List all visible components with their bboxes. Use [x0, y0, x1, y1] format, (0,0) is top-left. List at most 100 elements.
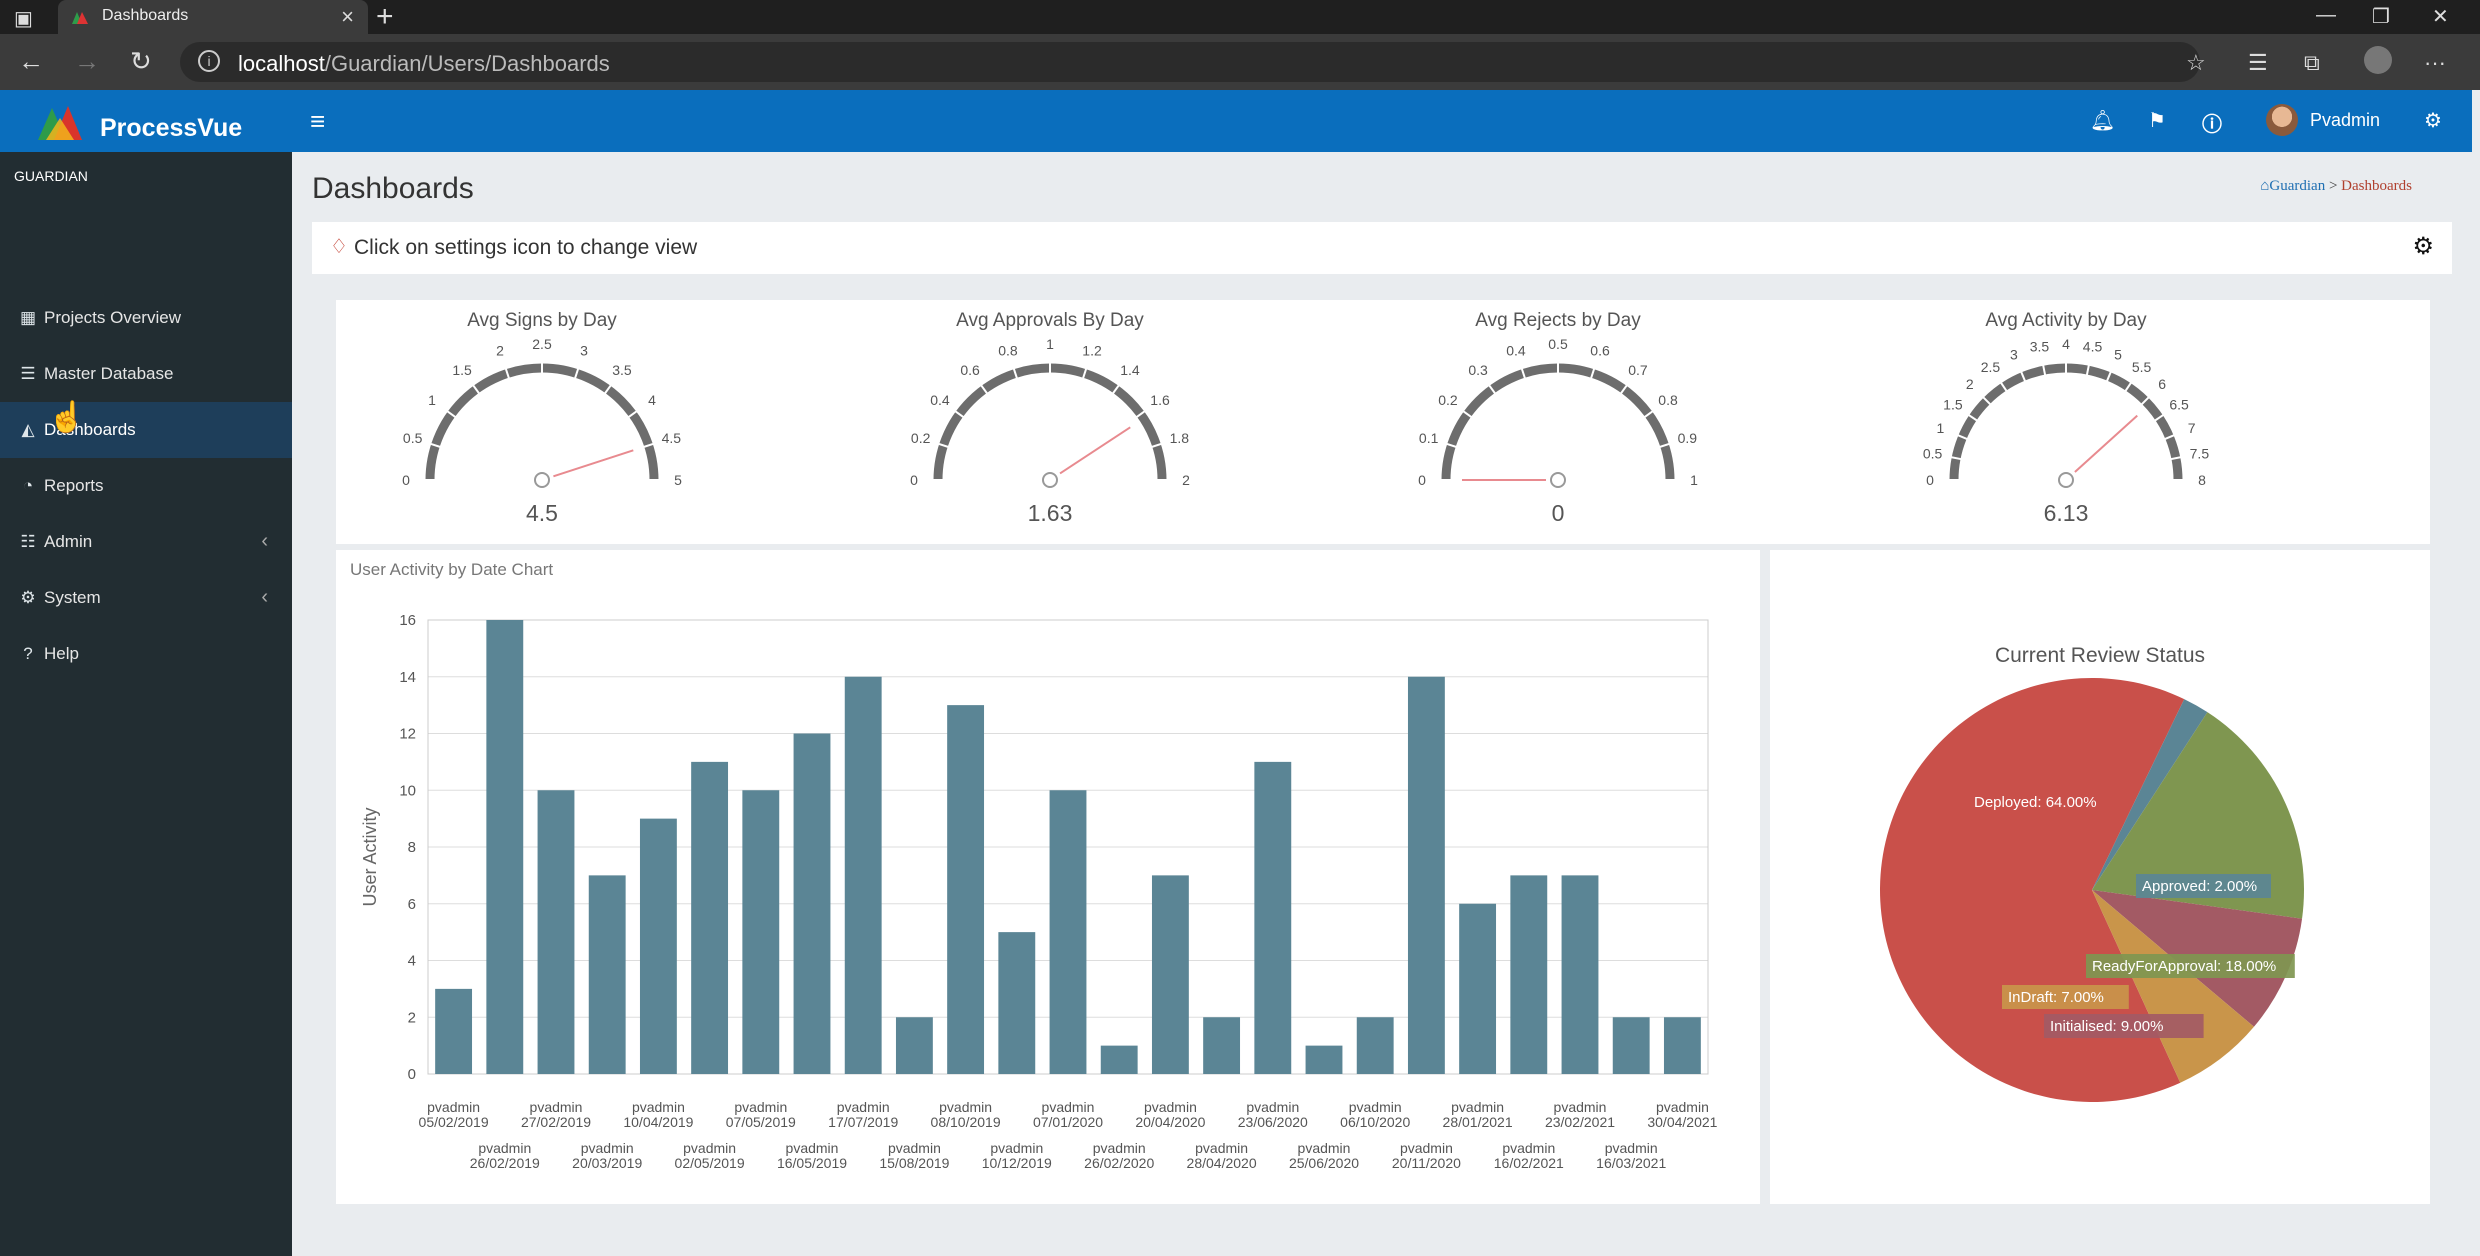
x-tick-label: 08/10/2019 — [931, 1114, 1001, 1130]
bar[interactable] — [1561, 875, 1599, 1074]
tab-close-icon[interactable]: × — [341, 4, 354, 29]
gauge-tick — [445, 409, 457, 419]
y-axis-label: User Activity — [360, 807, 380, 906]
bar[interactable] — [1049, 790, 1087, 1074]
bar[interactable] — [895, 1017, 933, 1074]
bar[interactable] — [1510, 875, 1548, 1074]
pie-slice[interactable] — [2092, 712, 2304, 919]
gauge-dial: 0 0.5 1 1.52 2.5 3 3.5 4 4.5 5 5.5 66.5 7 7.5 8 — [1923, 336, 2210, 488]
notifications-bell-icon[interactable]: 🔔︎ — [2090, 110, 2116, 132]
info-icon[interactable]: ⓘ — [2202, 114, 2222, 136]
sidebar-item-admin[interactable]: ☷ Admin ‹ — [0, 514, 292, 570]
collections-icon[interactable]: ⧉ — [2304, 50, 2320, 75]
minimize-icon[interactable]: — — [2316, 4, 2336, 26]
bar[interactable] — [1663, 1017, 1701, 1074]
flag-icon[interactable]: ⚑ — [2148, 110, 2166, 132]
gauge-tick — [1619, 383, 1629, 395]
gauge-tick-label: 4.5 — [2083, 339, 2103, 355]
sidebar-item-reports[interactable]: ◔ Reports — [0, 458, 292, 514]
url-host: localhost — [238, 51, 325, 76]
bar[interactable] — [486, 620, 524, 1074]
y-tick-label: 4 — [408, 953, 416, 970]
gauge-tick-label: 7.5 — [2190, 445, 2210, 461]
brand-logo[interactable]: ProcessVue — [0, 90, 292, 152]
x-tick-label: pvadmin — [530, 1099, 583, 1115]
sidebar-item-master-database[interactable]: ☰ Master Database — [0, 346, 292, 402]
sidebar-item-label: Admin — [44, 532, 93, 551]
bar[interactable] — [537, 790, 575, 1074]
pie-slice[interactable] — [2092, 890, 2254, 1083]
y-tick-label: 12 — [399, 726, 416, 743]
pie-label-bg — [2136, 874, 2271, 898]
y-tick-label: 2 — [408, 1009, 416, 1026]
gauge-tick — [573, 367, 580, 380]
gauge-tick — [1461, 409, 1473, 419]
add-favorite-icon[interactable]: ☆ — [2186, 50, 2206, 75]
sidebar-item-dashboards[interactable]: ◭ Dashboards — [0, 402, 292, 458]
bar[interactable] — [844, 676, 882, 1074]
x-tick-label: 20/03/2019 — [572, 1155, 642, 1171]
pie-label-bg — [1968, 790, 2112, 814]
profile-avatar-icon[interactable] — [2364, 46, 2392, 74]
x-tick-label: pvadmin — [1554, 1099, 1607, 1115]
gauge-tick-label: 1.8 — [1170, 430, 1190, 446]
site-info-icon[interactable]: i — [198, 50, 220, 72]
window-close-icon[interactable]: ✕ — [2432, 6, 2449, 28]
bar[interactable] — [947, 705, 985, 1074]
bar[interactable] — [691, 761, 729, 1074]
browser-tab-bar: ▣ Dashboards × + — ❐ ✕ — [0, 0, 2480, 34]
bar[interactable] — [742, 790, 780, 1074]
breadcrumb-root[interactable]: Guardian — [2269, 178, 2326, 194]
view-settings-gear-icon[interactable]: ⚙ — [2412, 233, 2434, 260]
gauge-tick — [1445, 442, 1458, 449]
gauge-tick-label: 4 — [2062, 336, 2070, 352]
favorites-icon[interactable]: ☰ — [2248, 50, 2268, 75]
x-tick-label: pvadmin — [581, 1140, 634, 1156]
bar[interactable] — [1203, 1017, 1241, 1074]
bar[interactable] — [1612, 1017, 1650, 1074]
bar[interactable] — [588, 875, 626, 1074]
chevron-left-icon: ‹ — [261, 586, 268, 608]
pie-slice[interactable] — [2092, 699, 2208, 890]
restore-icon[interactable]: ❐ — [2372, 6, 2390, 28]
bar[interactable] — [1356, 1017, 1394, 1074]
user-name[interactable]: Pvadmin — [2310, 110, 2381, 130]
tab-title: Dashboards — [102, 7, 189, 24]
sidebar-item-help[interactable]: ? Help — [0, 626, 292, 682]
gauge-value: 4.5 — [526, 500, 558, 526]
x-tick-label: pvadmin — [1451, 1099, 1504, 1115]
bar[interactable] — [1151, 875, 1189, 1074]
settings-cogs-icon[interactable]: ⚙ — [2424, 110, 2442, 132]
bar[interactable] — [1254, 761, 1292, 1074]
bar[interactable] — [1305, 1045, 1343, 1074]
sidebar-item-system[interactable]: ⚙ System ‹ — [0, 570, 292, 626]
bar[interactable] — [793, 733, 831, 1075]
sidebar-item-projects-overview[interactable]: ▦ Projects Overview — [0, 290, 292, 346]
browser-tab[interactable]: Dashboards × — [58, 0, 368, 34]
bar[interactable] — [1407, 676, 1445, 1074]
more-icon[interactable]: ··· — [2424, 50, 2446, 75]
gauge-tick-label: 0.5 — [403, 430, 423, 446]
bar[interactable] — [639, 818, 677, 1074]
bar[interactable] — [435, 988, 473, 1074]
gauge-tick — [471, 383, 481, 395]
gauge-tick — [2124, 381, 2133, 393]
back-icon[interactable]: ← — [18, 46, 44, 76]
bar[interactable] — [1459, 903, 1497, 1074]
new-tab-icon[interactable]: + — [376, 0, 394, 33]
gauge-needle — [2074, 414, 2138, 473]
x-tick-label: 16/05/2019 — [777, 1155, 847, 1171]
y-tick-label: 0 — [408, 1066, 416, 1083]
refresh-icon[interactable]: ↻ — [130, 46, 152, 76]
url-field[interactable]: i localhost/Guardian/Users/Dashboards — [180, 42, 2200, 82]
tab-actions-icon[interactable]: ▣ — [14, 8, 33, 30]
gauge-tick-label: 3.5 — [612, 362, 632, 378]
user-avatar[interactable] — [2266, 104, 2298, 136]
forward-icon[interactable]: → — [74, 46, 100, 76]
gauge-value: 0 — [1551, 500, 1565, 526]
sidebar-item-label: Reports — [44, 476, 104, 495]
bar[interactable] — [998, 932, 1036, 1074]
bar[interactable] — [1100, 1045, 1138, 1074]
menu-toggle-icon[interactable]: ≡ — [310, 106, 326, 136]
x-tick-label: pvadmin — [1349, 1099, 1402, 1115]
